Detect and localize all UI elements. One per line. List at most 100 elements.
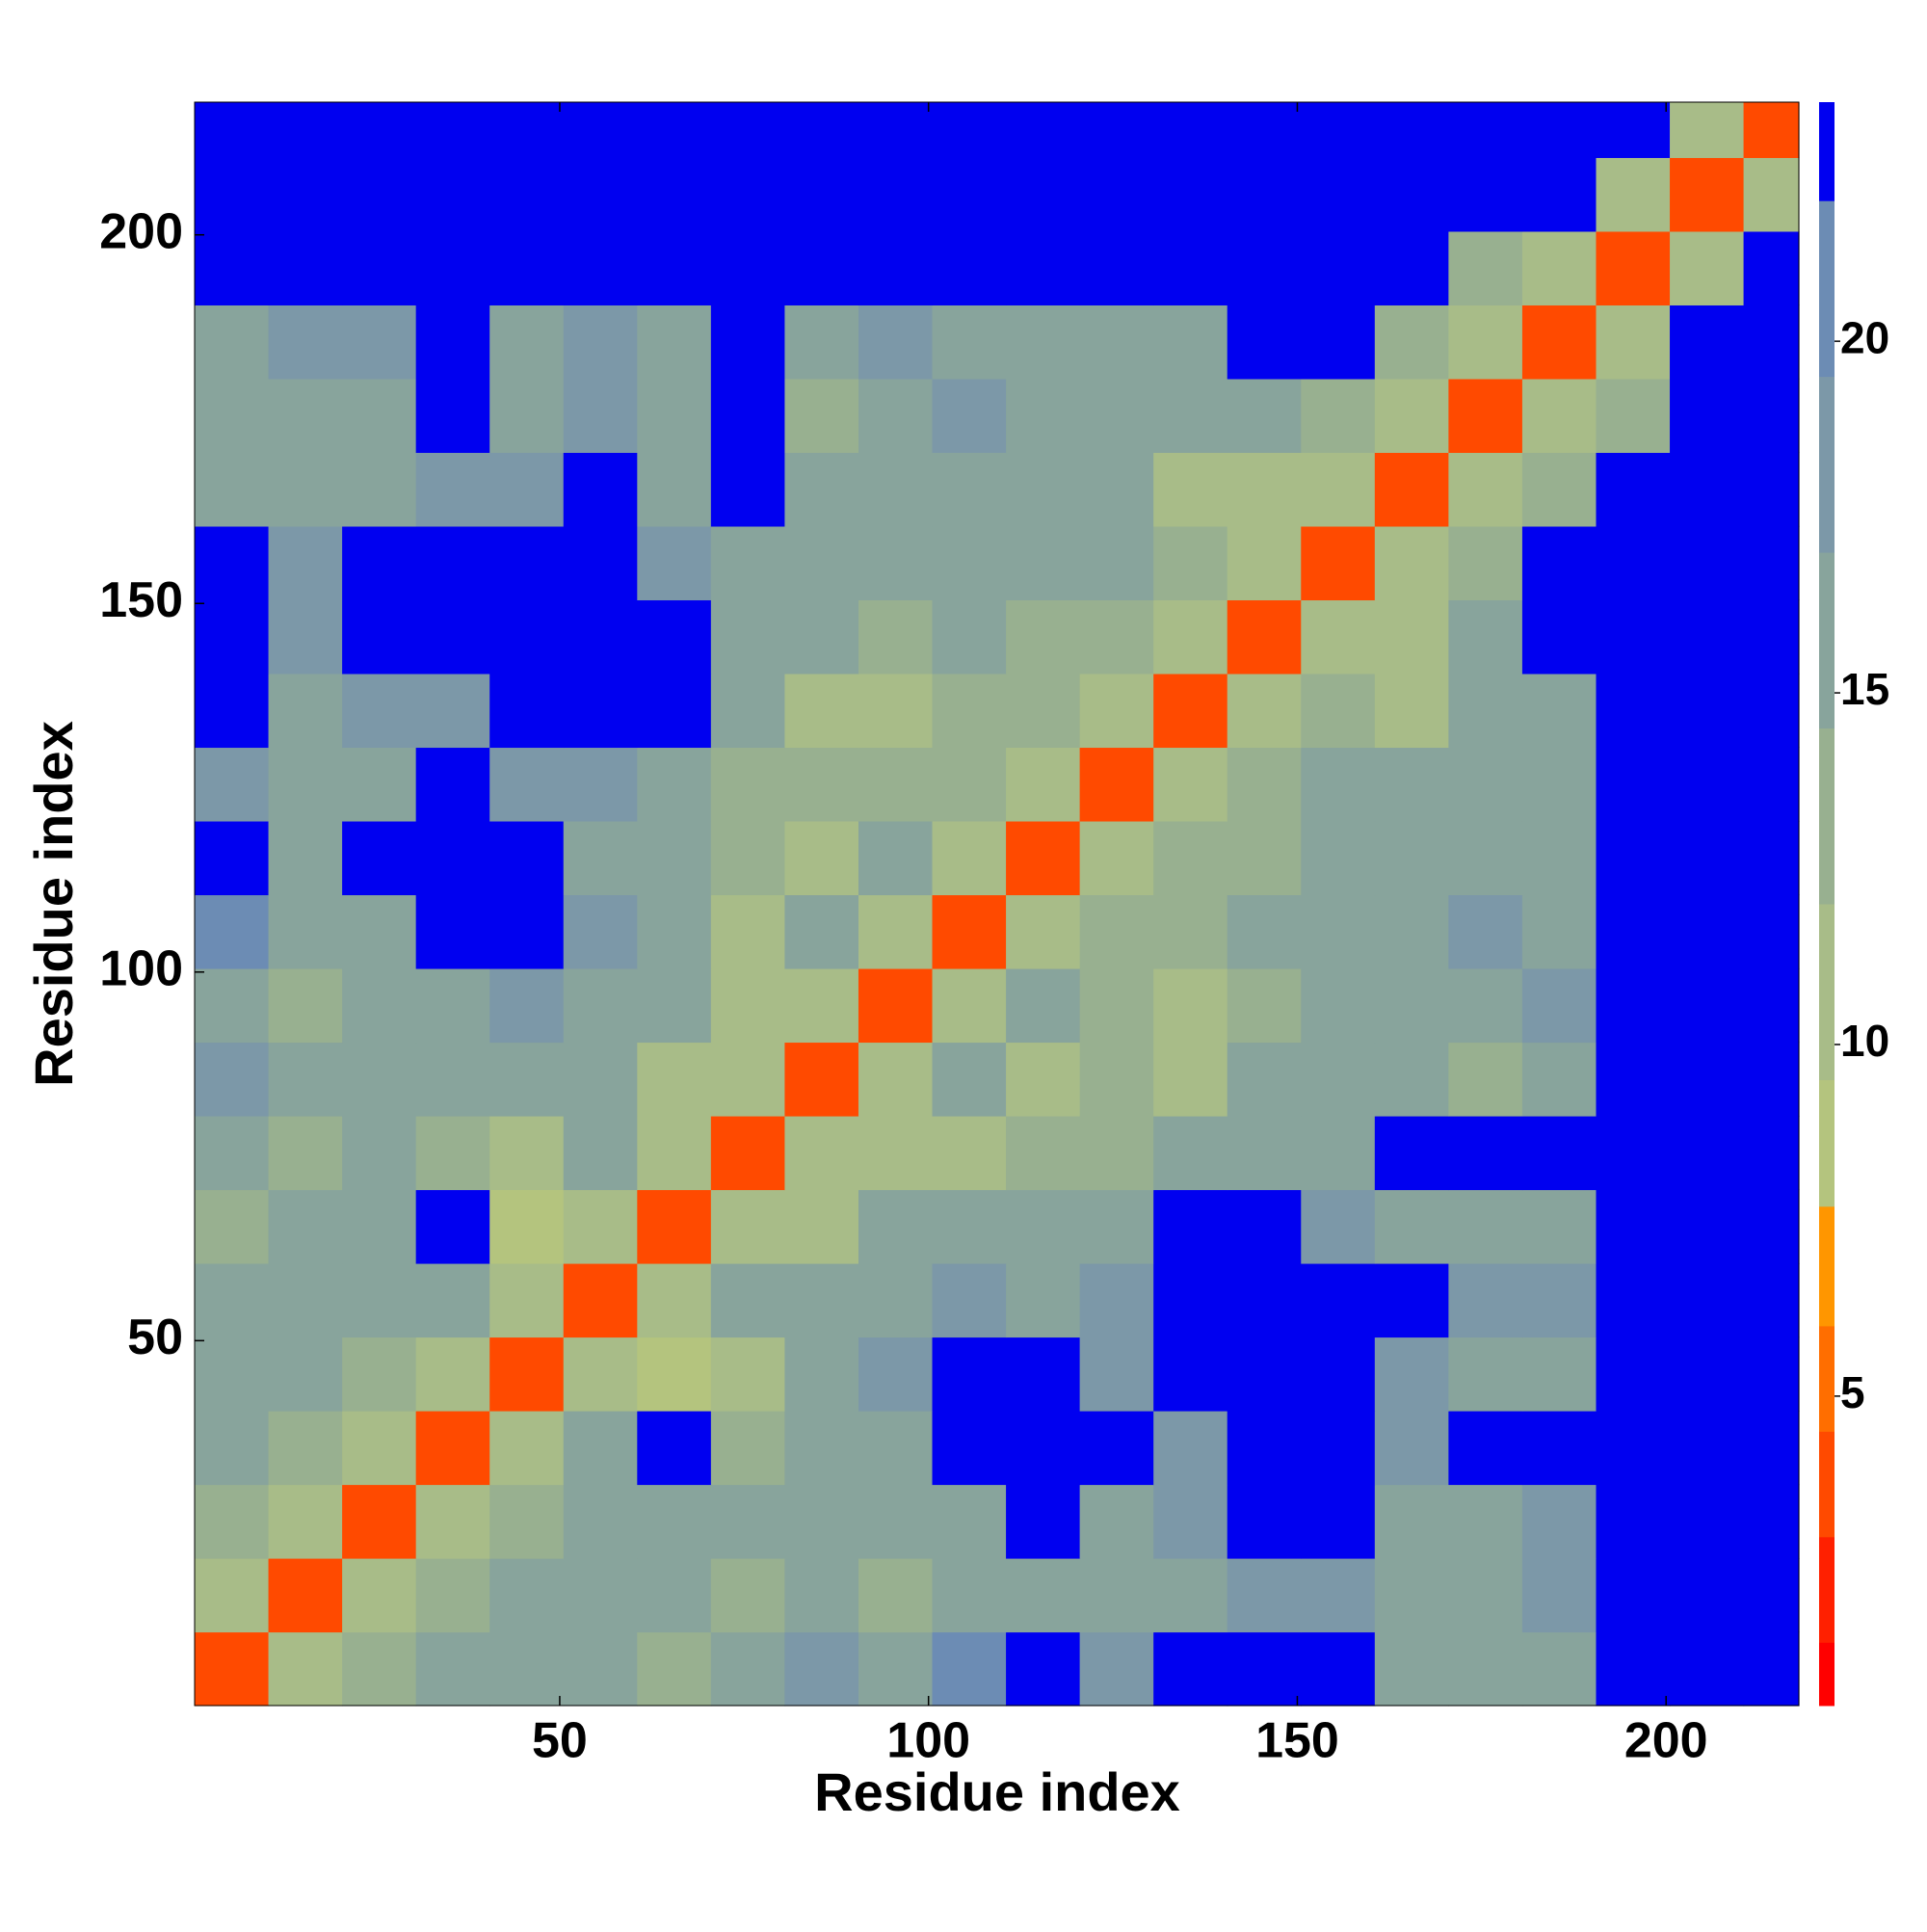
heatmap-cell [1374, 1337, 1449, 1412]
heatmap-cell [1448, 1262, 1523, 1338]
heatmap-cell [1743, 967, 1800, 1044]
heatmap-cell [1743, 1189, 1800, 1264]
heatmap-cell [1670, 1262, 1745, 1338]
heatmap-cell [489, 1410, 565, 1486]
heatmap-cell [489, 1557, 565, 1633]
heatmap-cell [342, 967, 417, 1044]
x-tick-label: 200 [1624, 1713, 1708, 1769]
heatmap-cell [1006, 1337, 1081, 1412]
heatmap-cell [1448, 1042, 1523, 1117]
heatmap-cell [1301, 157, 1376, 232]
heatmap-cell [637, 1042, 712, 1117]
heatmap-cell [195, 378, 270, 454]
heatmap-cell [342, 1189, 417, 1264]
heatmap-cell [1006, 820, 1081, 896]
heatmap-cell [710, 894, 786, 969]
heatmap-cell [268, 967, 343, 1044]
heatmap-cell [1301, 378, 1376, 454]
heatmap-cell [195, 1557, 270, 1633]
heatmap-cell [415, 894, 490, 969]
colorbar-segment [1819, 102, 1835, 201]
heatmap-cell [1374, 820, 1449, 896]
heatmap-cell [268, 673, 343, 749]
heatmap-cell [1743, 1410, 1800, 1486]
heatmap-cell [1079, 1189, 1154, 1264]
heatmap-cell [1374, 378, 1449, 454]
heatmap-cell [784, 1189, 859, 1264]
heatmap-cell [489, 230, 565, 305]
heatmap-cell [268, 894, 343, 969]
heatmap-cell [195, 1189, 270, 1264]
heatmap-cell [415, 1262, 490, 1338]
heatmap-cell [858, 1410, 934, 1486]
heatmap-cell [1301, 1631, 1376, 1707]
heatmap-cell [1374, 747, 1449, 822]
heatmap-cell [1227, 820, 1302, 896]
heatmap-cell [195, 304, 270, 380]
heatmap-cell [268, 378, 343, 454]
heatmap-cell [1301, 230, 1376, 305]
heatmap-cell [1596, 967, 1671, 1044]
heatmap-cell [1743, 1042, 1800, 1117]
x-tick-label: 50 [532, 1713, 588, 1769]
heatmap-cell [1596, 820, 1671, 896]
heatmap-cell [1374, 1410, 1449, 1486]
heatmap-cell [784, 1042, 859, 1117]
heatmap-cell [1596, 673, 1671, 749]
heatmap-cell [1743, 1115, 1800, 1191]
heatmap-cell [710, 599, 786, 675]
heatmap-cell [415, 1631, 490, 1707]
heatmap-cell [1301, 1115, 1376, 1191]
heatmap-cell [1743, 304, 1800, 380]
heatmap-cell [710, 1557, 786, 1633]
heatmap-cell [195, 1115, 270, 1191]
heatmap-cell [1521, 1115, 1597, 1191]
heatmap-cell [932, 599, 1007, 675]
heatmap-cell [342, 102, 417, 158]
heatmap-cell [784, 1262, 859, 1338]
heatmap-cell [1596, 1189, 1671, 1264]
heatmap-cell [1448, 452, 1523, 527]
heatmap-cell [1227, 1410, 1302, 1486]
heatmap-cell [1227, 1337, 1302, 1412]
heatmap-cell [268, 1042, 343, 1117]
y-tick-label: 150 [99, 572, 183, 628]
heatmap-cell [1227, 1042, 1302, 1117]
heatmap-cell [195, 1337, 270, 1412]
colorbar-segment [1819, 552, 1835, 729]
heatmap-cell [1743, 1484, 1800, 1559]
heatmap-cell [563, 1631, 638, 1707]
heatmap-cell [1079, 1410, 1154, 1486]
y-tick-label: 100 [99, 941, 183, 997]
heatmap-cell [637, 1631, 712, 1707]
heatmap-cell [268, 1115, 343, 1191]
heatmap-cell [710, 747, 786, 822]
heatmap-cell [1596, 747, 1671, 822]
heatmap-cell [932, 1484, 1007, 1559]
heatmap-cell [1227, 1484, 1302, 1559]
heatmap-cell [1301, 747, 1376, 822]
heatmap-cell [1743, 1262, 1800, 1338]
heatmap-cell [489, 525, 565, 601]
heatmap-cell [342, 599, 417, 675]
heatmap-cell [1374, 230, 1449, 305]
heatmap-cell [1743, 894, 1800, 969]
heatmap-cell [858, 1337, 934, 1412]
heatmap-cell [710, 820, 786, 896]
heatmap-cell [563, 304, 638, 380]
heatmap-cell [195, 1410, 270, 1486]
heatmap-cell [932, 452, 1007, 527]
heatmap-cell [1079, 230, 1154, 305]
heatmap-cell [1153, 1262, 1228, 1338]
heatmap-cell [858, 673, 934, 749]
heatmap-cell [1448, 599, 1523, 675]
heatmap-cell [1301, 1557, 1376, 1633]
heatmap-cell [1153, 230, 1228, 305]
heatmap-cell [1374, 1115, 1449, 1191]
heatmap-cell [858, 1189, 934, 1264]
y-tick-label: 200 [99, 203, 183, 259]
heatmap-cell [1521, 1337, 1597, 1412]
heatmap-cell [1521, 304, 1597, 380]
heatmap-cell [637, 747, 712, 822]
heatmap-cell [932, 230, 1007, 305]
